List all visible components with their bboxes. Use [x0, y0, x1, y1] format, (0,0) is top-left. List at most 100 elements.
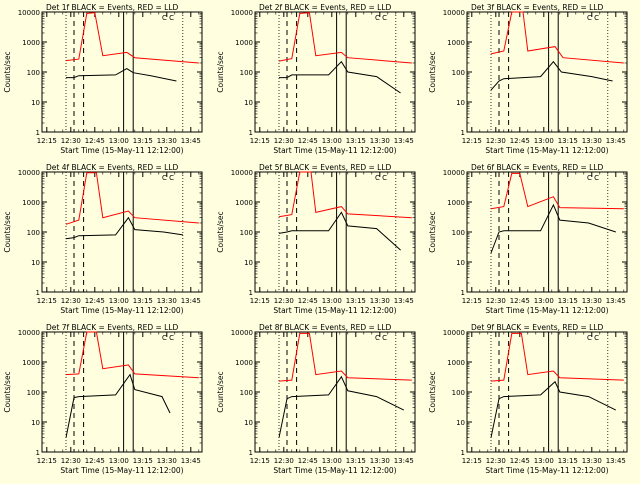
x-tick-label: 13:15 — [133, 457, 153, 465]
x-tick-label: 12:30 — [61, 297, 81, 305]
y-tick-label: 10000 — [18, 9, 40, 17]
x-axis-label: Start Time (15-May-11 12:12:00) — [60, 306, 183, 315]
y-tick-label: 10 — [456, 259, 465, 267]
x-tick-label: 13:30 — [157, 137, 177, 145]
x-tick-label: 13:00 — [109, 297, 129, 305]
y-tick-label: 1 — [461, 129, 465, 137]
panel-det-8: 1 10 100 1000 10000 12:15 12:30 12:45 13:00 13:15… — [216, 323, 416, 475]
y-tick-label: 1 — [249, 129, 253, 137]
panel-flags: C C — [375, 334, 387, 342]
x-tick-label: 13:45 — [394, 137, 414, 145]
x-tick-label: 13:00 — [109, 137, 129, 145]
x-tick-label: 12:15 — [462, 457, 482, 465]
y-axis-label: Counts/sec — [3, 371, 12, 412]
series-line-events — [66, 68, 177, 82]
y-tick-label: 10000 — [443, 9, 465, 17]
x-tick-label: 13:30 — [582, 137, 602, 145]
y-tick-label: 100 — [27, 389, 40, 397]
x-axis-label: Start Time (15-May-11 12:12:00) — [60, 146, 183, 155]
panel-title: Det 5f BLACK = Events, RED = LLD — [259, 163, 392, 172]
x-axis-label: Start Time (15-May-11 12:12:00) — [60, 466, 183, 475]
panel-det-1: 1 10 100 1000 10000 12:15 12:30 12:45 13:00 13:15… — [3, 3, 203, 155]
x-tick-label: 13:45 — [394, 457, 414, 465]
x-tick-label: 13:15 — [346, 137, 366, 145]
x-tick-label: 13:30 — [370, 137, 390, 145]
y-tick-label: 1 — [249, 289, 253, 297]
y-tick-label: 10000 — [18, 329, 40, 337]
x-tick-label: 13:00 — [322, 297, 342, 305]
x-tick-label: 12:30 — [486, 457, 506, 465]
x-tick-label: 12:45 — [298, 457, 318, 465]
y-tick-label: 10000 — [231, 169, 253, 177]
x-tick-label: 13:15 — [558, 137, 578, 145]
x-tick-label: 12:15 — [462, 297, 482, 305]
y-tick-label: 100 — [27, 69, 40, 77]
series-line-lld — [65, 12, 199, 64]
y-tick-label: 100 — [240, 229, 253, 237]
x-tick-label: 13:00 — [322, 457, 342, 465]
x-tick-label: 12:15 — [37, 297, 57, 305]
y-tick-label: 10000 — [231, 9, 253, 17]
panel-flags: C C — [162, 14, 174, 22]
y-tick-label: 1 — [249, 449, 253, 457]
x-tick-label: 13:30 — [157, 457, 177, 465]
y-tick-label: 1 — [461, 289, 465, 297]
y-tick-label: 10 — [456, 99, 465, 107]
series-line-events — [65, 216, 183, 240]
panel-det-5: 1 10 100 1000 10000 12:15 12:30 12:45 13:00 13:15… — [216, 163, 416, 315]
y-tick-label: 1000 — [447, 359, 465, 367]
y-tick-label: 100 — [452, 69, 465, 77]
y-tick-label: 10 — [244, 419, 253, 427]
panel-flags: C C — [162, 334, 174, 342]
y-axis-label: Counts/sec — [3, 51, 12, 92]
x-tick-label: 12:45 — [85, 457, 105, 465]
y-tick-label: 100 — [452, 389, 465, 397]
x-tick-label: 13:45 — [606, 297, 626, 305]
y-axis-label: Counts/sec — [428, 371, 437, 412]
x-axis-label: Start Time (15-May-11 12:12:00) — [273, 466, 396, 475]
y-tick-label: 1 — [36, 289, 40, 297]
x-tick-label: 13:30 — [370, 457, 390, 465]
x-axis-label: Start Time (15-May-11 12:12:00) — [485, 146, 608, 155]
series-line-events — [65, 373, 171, 438]
x-tick-label: 12:45 — [510, 137, 530, 145]
x-tick-label: 13:00 — [534, 457, 554, 465]
x-tick-label: 12:30 — [274, 297, 294, 305]
series-line-lld — [490, 172, 624, 210]
panel-title: Det 3f BLACK = Events, RED = LLD — [471, 3, 604, 12]
y-axis-label: Counts/sec — [216, 211, 225, 252]
x-tick-label: 12:15 — [250, 457, 270, 465]
panel-det-4: 1 10 100 1000 10000 12:15 12:30 12:45 13:00 13:15… — [3, 163, 203, 315]
panel-flags: C C — [587, 334, 599, 342]
x-axis-label: Start Time (15-May-11 12:12:00) — [273, 146, 396, 155]
series-line-events — [278, 211, 401, 251]
x-tick-label: 13:45 — [394, 297, 414, 305]
panel-title: Det 6f BLACK = Events, RED = LLD — [471, 163, 604, 172]
x-tick-label: 13:15 — [133, 137, 153, 145]
x-tick-label: 13:00 — [109, 457, 129, 465]
series-line-events — [490, 60, 613, 91]
panel-title: Det 9f BLACK = Events, RED = LLD — [471, 323, 604, 332]
x-tick-label: 12:45 — [298, 137, 318, 145]
series-line-events — [490, 203, 616, 254]
y-tick-label: 10 — [31, 419, 40, 427]
series-line-lld — [278, 12, 412, 64]
panel-det-6: 1 10 100 1000 10000 12:15 12:30 12:45 13:00 13:15… — [428, 163, 628, 315]
y-tick-label: 1000 — [235, 359, 253, 367]
y-tick-label: 100 — [240, 69, 253, 77]
series-line-lld — [65, 331, 199, 379]
panel-flags: C C — [587, 14, 599, 22]
x-tick-label: 12:30 — [274, 457, 294, 465]
x-tick-label: 12:45 — [510, 457, 530, 465]
x-tick-label: 12:15 — [250, 137, 270, 145]
x-tick-label: 13:45 — [181, 137, 201, 145]
y-tick-label: 1000 — [447, 199, 465, 207]
y-axis-label: Counts/sec — [428, 211, 437, 252]
x-axis-label: Start Time (15-May-11 12:12:00) — [273, 306, 396, 315]
x-tick-label: 12:45 — [85, 297, 105, 305]
series-line-lld — [490, 332, 624, 382]
x-tick-label: 13:45 — [606, 457, 626, 465]
x-tick-label: 13:45 — [181, 457, 201, 465]
